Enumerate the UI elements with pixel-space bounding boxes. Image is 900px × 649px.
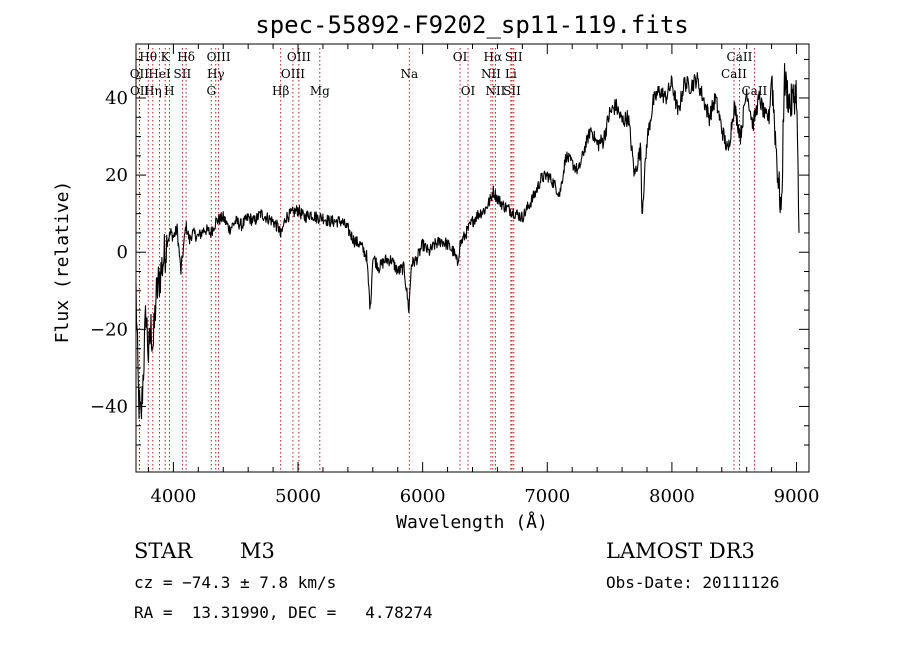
chart-title: spec-55892-F9202_sp11-119.fits: [255, 11, 688, 39]
line-marker-label: Hα: [484, 50, 503, 64]
x-tick-label: 9000: [774, 486, 820, 507]
x-axis: 4000 5000 6000 7000 8000 9000: [147, 44, 820, 507]
spectrum-line: [135, 63, 800, 420]
line-marker-label: OI: [461, 84, 476, 98]
line-marker-label: CaII: [741, 84, 767, 98]
x-tick-label: 8000: [649, 486, 695, 507]
line-marker-label: CaII: [721, 67, 747, 81]
obs-date: Obs-Date: 20111126: [606, 573, 780, 592]
y-tick-label: −20: [90, 319, 128, 340]
survey-name: LAMOST DR3: [606, 539, 755, 563]
line-marker-label: OIII: [281, 67, 305, 81]
line-marker-label: H: [164, 84, 174, 98]
x-axis-label: Wavelength (Å): [396, 511, 548, 533]
line-marker-label: OII: [130, 84, 150, 98]
line-marker-label: OII: [130, 67, 150, 81]
line-marker-label: Na: [400, 67, 418, 81]
coordinates-readout: RA = 13.31990, DEC = 4.78274: [134, 603, 433, 622]
spectrum-chart: spec-55892-F9202_sp11-119.fits HθOIIOIIH…: [52, 11, 820, 533]
line-marker-label: NII: [481, 67, 501, 81]
redshift-readout: cz = −74.3 ± 7.8 km/s: [134, 573, 337, 592]
line-marker-label: CaII: [727, 50, 753, 64]
line-marker-label: Li: [505, 67, 517, 81]
line-marker-label: Hη: [144, 84, 162, 98]
y-tick-label: −40: [90, 396, 128, 417]
y-tick-label: 20: [105, 165, 128, 186]
y-tick-label: 0: [117, 242, 128, 263]
line-marker-label: SII: [174, 67, 192, 81]
line-marker-label: Hθ: [139, 50, 157, 64]
line-marker-label: Mg: [310, 84, 330, 98]
y-axis: −40 −20 0 20 40: [90, 58, 809, 446]
line-marker-label: Hβ: [272, 84, 289, 98]
object-class: STAR: [134, 539, 193, 563]
line-marker-label: K: [161, 50, 171, 64]
line-marker-label: Hδ: [177, 50, 195, 64]
line-marker-label: SII: [503, 84, 521, 98]
line-marker-label: G: [206, 84, 216, 98]
x-tick-label: 4000: [150, 486, 196, 507]
y-axis-label: Flux (relative): [52, 181, 73, 344]
line-marker-label: HeI: [148, 67, 171, 81]
line-marker-label: Hγ: [207, 67, 225, 81]
line-marker-label: NII: [485, 84, 505, 98]
x-tick-label: 6000: [400, 486, 446, 507]
x-tick-label: 5000: [275, 486, 321, 507]
line-marker-label: OIII: [207, 50, 231, 64]
line-marker-label: OIII: [287, 50, 311, 64]
line-marker-label: OI: [453, 50, 468, 64]
x-tick-label: 7000: [524, 486, 570, 507]
y-tick-label: 40: [105, 88, 128, 109]
spectral-subclass: M3: [240, 539, 275, 563]
line-marker-label: SII: [505, 50, 523, 64]
